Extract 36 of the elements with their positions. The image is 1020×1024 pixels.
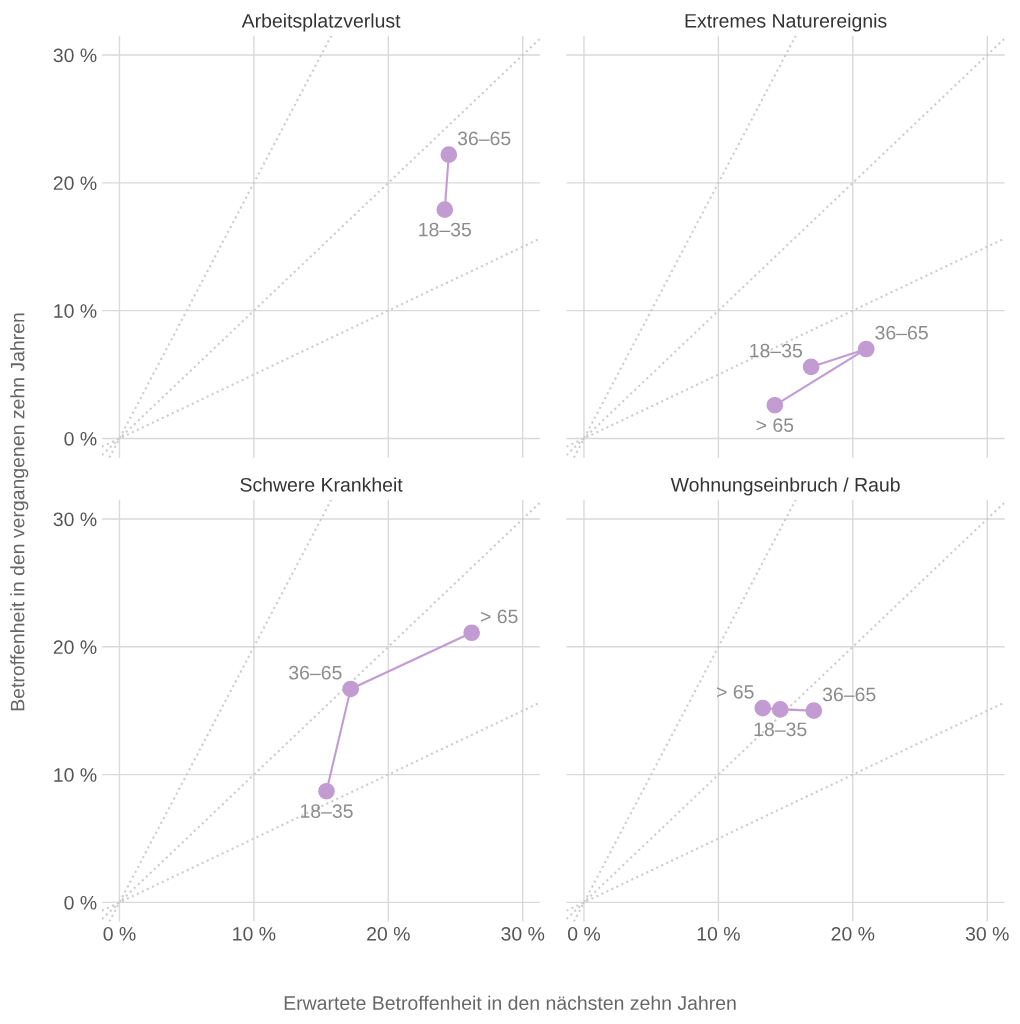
point (463, 624, 480, 642)
data-label: 36–65 (457, 131, 511, 146)
chart-title: Arbeitsplatzverlust (241, 13, 401, 32)
data-label: 18–35 (419, 222, 471, 237)
x-tick-label: 10 % (697, 926, 740, 941)
data-label: > 65 (756, 418, 794, 433)
x-tick-label: 10 % (233, 926, 276, 941)
y-tick-label: 0 % (64, 431, 97, 446)
y-tick-label: 30 % (53, 48, 97, 63)
data-label: 18–35 (754, 722, 807, 737)
y-tick-label: 10 % (54, 304, 97, 318)
y-tick-label: 0 % (64, 895, 97, 910)
chart-title: Schwere Krankheit (240, 477, 403, 492)
data-label: > 65 (716, 684, 754, 699)
x-axis-title: Erwartete Betroffenheit in den nächsten zehn Jahren (284, 995, 736, 1010)
x-tick-label: 0 % (103, 926, 136, 941)
data-label: > 65 (480, 609, 518, 624)
y-tick-label: 20 % (53, 176, 97, 191)
data-label: 36–65 (822, 687, 876, 702)
data-label: 18–35 (750, 343, 802, 358)
x-tick-label: 20 % (367, 926, 410, 941)
y-tick-label: 30 % (53, 512, 97, 527)
data-label: 36–65 (875, 325, 928, 340)
data-label: 18–35 (300, 804, 353, 819)
data-label: 36–65 (289, 665, 342, 680)
x-tick-label: 30 % (501, 926, 545, 941)
y-tick-label: 20 % (53, 640, 97, 655)
y-tick-label: 10 % (54, 768, 97, 782)
point (342, 680, 360, 698)
point (318, 782, 335, 800)
x-tick-label: 0 % (567, 926, 601, 941)
x-tick-label: 30 % (965, 926, 1009, 941)
x-tick-label: 20 % (831, 926, 875, 941)
chart-title: Wohnungseinbruch / Raub (670, 477, 900, 496)
y-axis-title: Betroffenheit in den vergangenen zehn Jahren (10, 313, 29, 711)
chart-title: Extremes Naturereignis (685, 13, 887, 32)
